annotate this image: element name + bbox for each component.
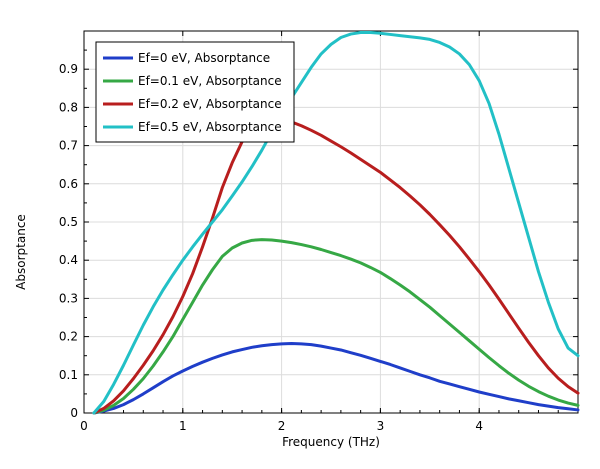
y-tick-label: 0.2 bbox=[59, 330, 78, 344]
x-axis-label: Frequency (THz) bbox=[282, 435, 380, 449]
y-axis-ticks: 0 0.1 0.2 0.3 0.4 0.5 0.6 0.7 0.8 0.9 bbox=[59, 49, 578, 420]
y-tick-label: 0.6 bbox=[59, 177, 78, 191]
legend-label-3: Ef=0.5 eV, Absorptance bbox=[138, 120, 282, 134]
y-tick-label: 0 bbox=[70, 406, 78, 420]
legend-label-0: Ef=0 eV, Absorptance bbox=[138, 51, 270, 65]
legend-label-2: Ef=0.2 eV, Absorptance bbox=[138, 97, 282, 111]
x-tick-label: 0 bbox=[80, 419, 88, 433]
y-tick-label: 0.7 bbox=[59, 139, 78, 153]
x-tick-label: 4 bbox=[475, 419, 483, 433]
legend-label-1: Ef=0.1 eV, Absorptance bbox=[138, 74, 282, 88]
legend: Ef=0 eV, Absorptance Ef=0.1 eV, Absorptan… bbox=[95, 41, 295, 143]
series-line-1 bbox=[92, 238, 580, 415]
y-tick-label: 0.1 bbox=[59, 368, 78, 382]
y-tick-label: 0.3 bbox=[59, 291, 78, 305]
series-line-2 bbox=[92, 117, 580, 415]
x-tick-label: 1 bbox=[179, 419, 187, 433]
y-tick-label: 0.4 bbox=[59, 253, 78, 267]
y-tick-label: 0.9 bbox=[59, 62, 78, 76]
y-tick-label: 0.5 bbox=[59, 215, 78, 229]
x-tick-label: 3 bbox=[377, 419, 385, 433]
series-lines bbox=[92, 31, 580, 415]
series-line-3 bbox=[92, 31, 580, 415]
y-tick-label: 0.8 bbox=[59, 100, 78, 114]
series-line-0 bbox=[92, 341, 580, 415]
y-axis-label: Absorptance bbox=[14, 214, 28, 290]
x-tick-label: 2 bbox=[278, 419, 286, 433]
